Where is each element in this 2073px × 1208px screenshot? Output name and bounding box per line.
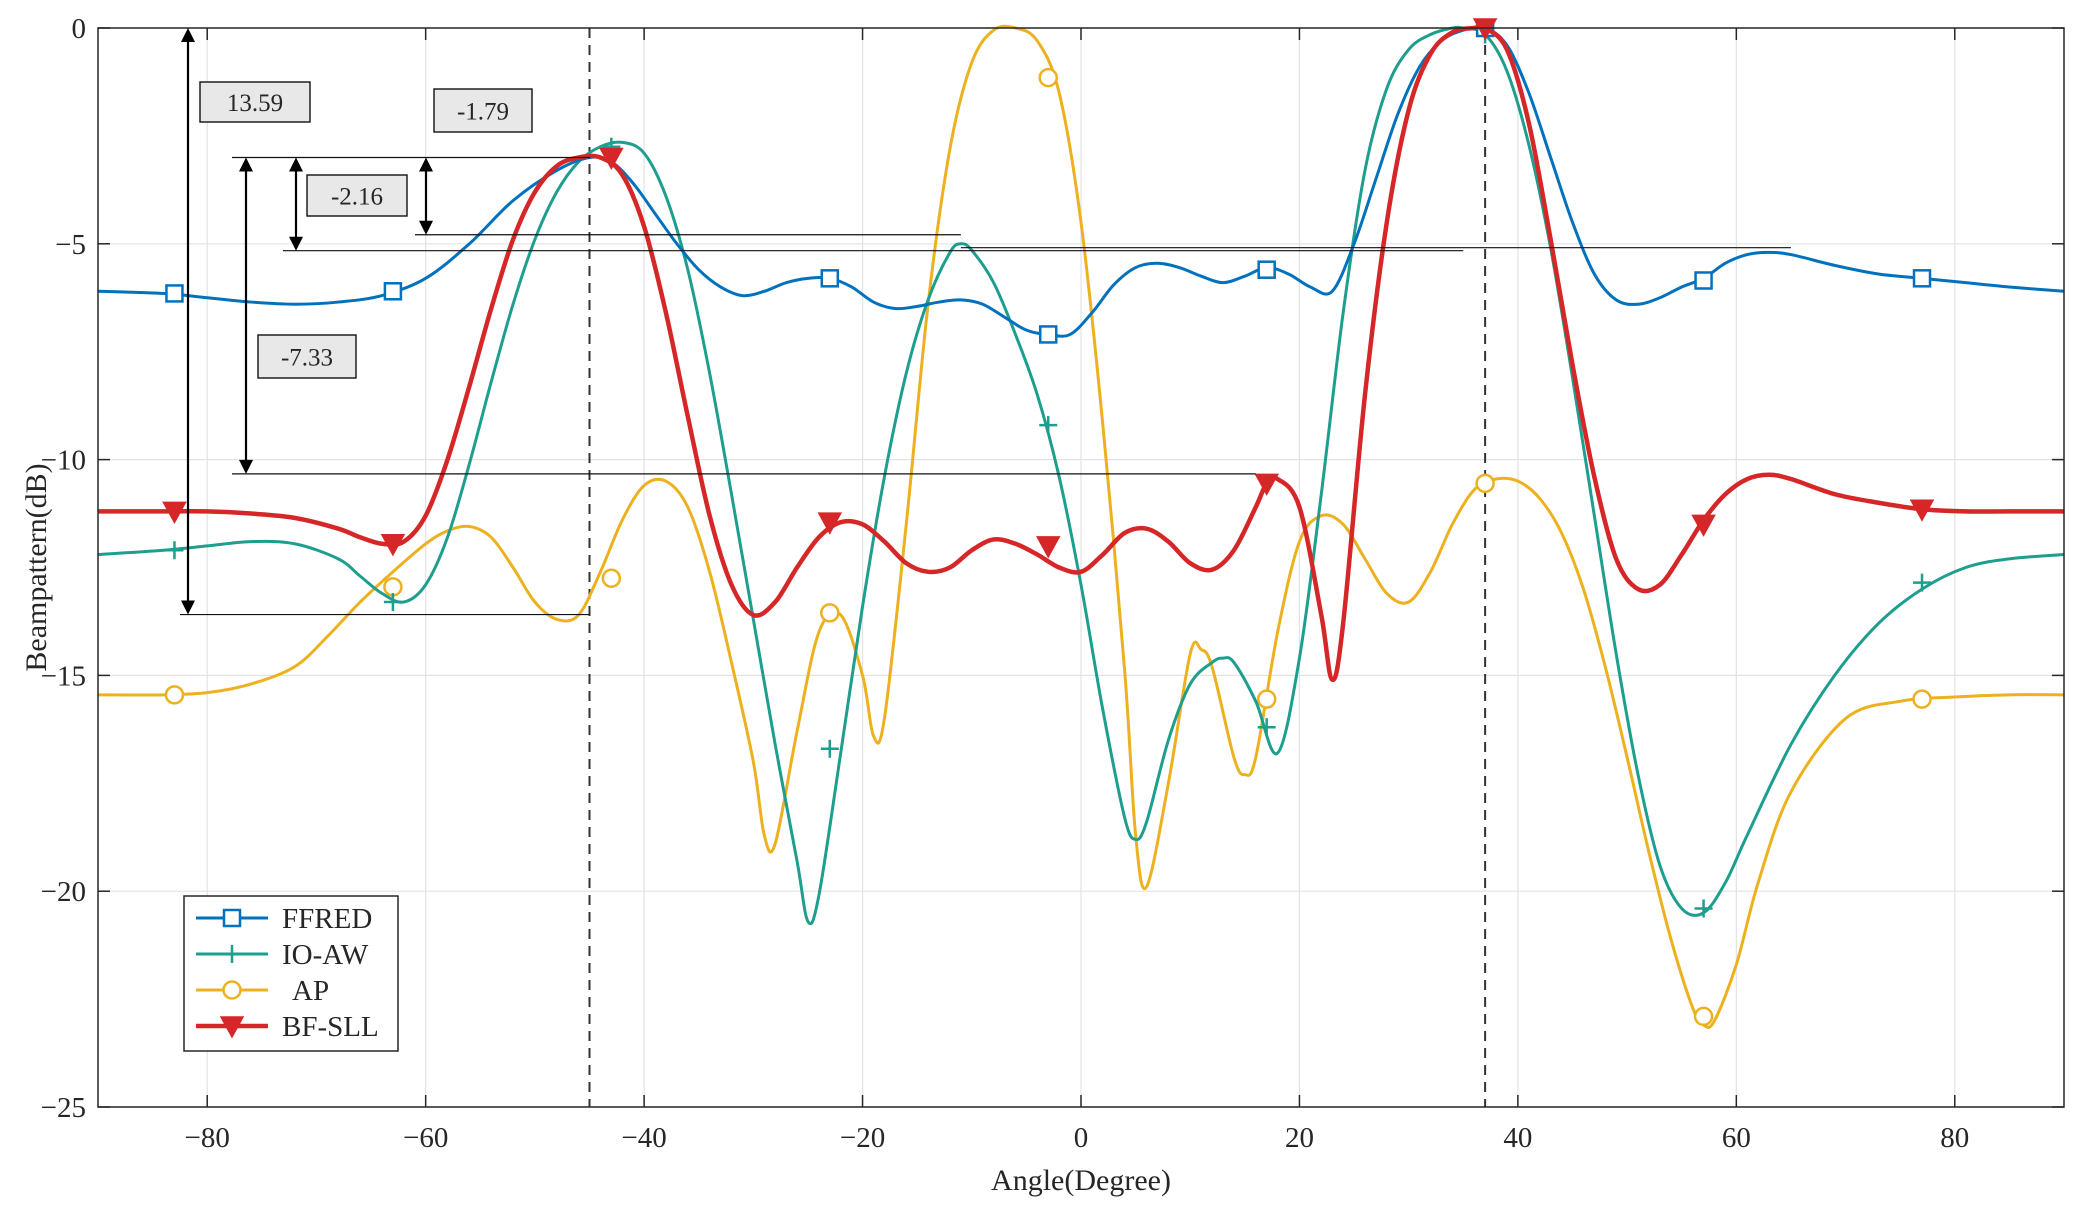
series-line [97, 24, 2065, 1029]
data-point [1694, 271, 1713, 290]
data-point [599, 147, 624, 171]
data-point [383, 577, 403, 597]
data-point [1038, 67, 1058, 88]
data-point [820, 739, 839, 758]
x-tick-label: 80 [1940, 1122, 1969, 1154]
annotation-text: -1.79 [457, 99, 509, 126]
x-tick-label: −40 [621, 1122, 666, 1154]
arrow-head-up [181, 28, 195, 42]
x-tick-label: 0 [1074, 1122, 1089, 1154]
legend-marker [222, 980, 242, 1000]
annotations-group: 13.59 -1.79 -2.16 -7.33 [180, 28, 1791, 616]
legend-label: IO-AW [282, 939, 369, 971]
arrow-head-up [289, 157, 303, 172]
annotation-box [257, 334, 357, 379]
data-point [1035, 536, 1061, 559]
data-point [1254, 473, 1279, 496]
annotation-text: 13.59 [227, 90, 283, 117]
data-point [383, 593, 402, 612]
data-point [1475, 473, 1495, 494]
series-line [98, 23, 2064, 682]
data-point [1913, 573, 1932, 592]
annotation-box [199, 81, 311, 123]
y-tick-label: −10 [41, 445, 86, 477]
legend-marker [222, 908, 242, 928]
data-point [1038, 325, 1058, 344]
data-point [601, 568, 622, 589]
x-tick-label: 20 [1285, 1122, 1314, 1154]
x-axis-label: Angle(Degree) [991, 1164, 1171, 1197]
legend-marker [219, 1016, 245, 1039]
data-point [1257, 260, 1276, 279]
annotation-label-box: -1.79 [433, 88, 533, 133]
data-point [1039, 416, 1058, 435]
annotation-label-box: 13.59 [199, 81, 311, 123]
data-point [820, 603, 840, 623]
x-tick-label: −80 [185, 1122, 230, 1154]
legend-label: AP [292, 975, 329, 1007]
reference-lines [588, 28, 1487, 1107]
annotation-text: -7.33 [281, 345, 333, 372]
arrow-head-down [289, 236, 303, 251]
data-point [1912, 269, 1932, 288]
series-group [97, 18, 2065, 1029]
data-point [165, 541, 184, 560]
arrow-2-16 [289, 157, 303, 251]
series-line [97, 25, 2065, 926]
annotation-box [306, 174, 408, 217]
y-tick-label: −5 [55, 229, 86, 261]
arrow-head-up [419, 157, 433, 172]
annotation-box [433, 88, 533, 133]
data-point [1912, 689, 1932, 709]
legend-item-ap: AP [196, 975, 329, 1007]
legend-label: FFRED [282, 903, 372, 935]
arrow-13-59 [181, 28, 195, 615]
annotation-label-box: -2.16 [306, 174, 408, 217]
data-point [820, 269, 840, 288]
legend-marker [223, 945, 241, 963]
y-tick-label: −25 [41, 1092, 86, 1124]
arrow-head-down [181, 600, 195, 615]
ticks-group: −80 −60 −40 −20 0 20 40 60 80 0 −5 −10 −15 −20 −25 [41, 13, 2064, 1154]
data-point [1256, 689, 1277, 709]
y-tick-label: 0 [72, 13, 87, 45]
arrow-head-down [419, 220, 433, 235]
data-point [817, 512, 843, 535]
x-tick-label: −60 [403, 1122, 448, 1154]
arrow-head-down [239, 459, 253, 474]
data-point [164, 685, 185, 705]
y-tick-label: −20 [41, 876, 86, 908]
x-tick-label: 40 [1503, 1122, 1532, 1154]
arrow-head-up [239, 157, 253, 172]
data-point [1472, 18, 1498, 41]
data-point [1694, 899, 1713, 918]
series-bf-sll [98, 18, 2064, 682]
x-tick-label: −20 [840, 1122, 885, 1154]
annotation-label-box: -7.33 [257, 334, 357, 379]
legend-item-ffred: FFRED [196, 903, 372, 935]
annotation-text: -2.16 [331, 184, 383, 211]
data-point [380, 534, 406, 557]
data-point [165, 284, 184, 303]
legend: FFRED IO-AW AP BF-SLL [183, 895, 399, 1052]
legend-item-io-aw: IO-AW [196, 939, 369, 971]
arrow-1-79 [419, 157, 433, 235]
data-point [162, 501, 187, 524]
data-point [1257, 718, 1276, 737]
data-point [383, 282, 403, 301]
x-tick-label: 60 [1722, 1122, 1751, 1154]
series-ap [97, 24, 2065, 1029]
arrow-7-33 [239, 157, 253, 474]
y-tick-label: −15 [41, 660, 86, 692]
data-point [1693, 1006, 1714, 1027]
y-axis-label: Beampattern(dB) [20, 463, 53, 671]
data-point [1909, 499, 1935, 522]
legend-label: BF-SLL [282, 1011, 379, 1043]
legend-item-bf-sll: BF-SLL [196, 1011, 379, 1043]
data-point [1691, 514, 1716, 537]
